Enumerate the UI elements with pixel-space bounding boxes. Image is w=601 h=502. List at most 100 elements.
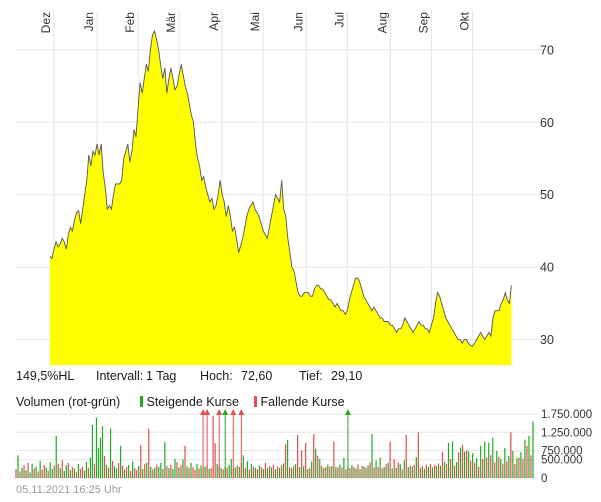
volume-overflow-arrow (222, 409, 229, 415)
price-y-axis: 30 40 50 60 70 (540, 43, 554, 347)
volume-bar (250, 463, 252, 478)
month-label: Mai (248, 12, 262, 31)
volume-bar (71, 467, 73, 478)
month-label: Okt (457, 11, 471, 30)
volume-bar (498, 456, 500, 478)
volume-bar (461, 445, 464, 478)
volume-bar (138, 465, 140, 478)
volume-bar (409, 465, 411, 478)
volume-bar (59, 468, 61, 478)
volume-bar (297, 434, 299, 478)
volume-bar (411, 466, 413, 478)
volume-bar (87, 468, 90, 478)
hl-ratio: 149,5%HL (16, 369, 75, 383)
volume-overflow-arrow (230, 409, 237, 415)
volume-bar (443, 461, 446, 478)
high-label: Hoch: (200, 369, 233, 383)
volume-bar (403, 460, 405, 478)
volume-bar (490, 455, 492, 478)
volume-bar (266, 468, 269, 478)
month-axis: Dez Jan Feb Mär Apr Mai Jun Jul Aug Sep Okt (39, 11, 471, 33)
volume-bar (363, 466, 365, 478)
volume-bar (466, 450, 468, 478)
volume-bar (369, 462, 371, 478)
volume-bar (291, 468, 293, 478)
volume-tick-label: 0 (541, 473, 547, 485)
volume-bar (383, 467, 385, 478)
volume-bar (154, 467, 156, 478)
legend-rising: Steigende Kurse (140, 395, 239, 409)
volume-bar (373, 467, 375, 478)
volume-bar (113, 466, 116, 478)
month-label: Jul (332, 12, 346, 27)
volume-bar (152, 469, 154, 478)
volume-bar (176, 462, 178, 478)
falling-label: Fallende Kurse (260, 395, 345, 409)
volume-tick-label: 500.000 (541, 455, 583, 467)
volume-bar (85, 461, 88, 478)
price-grid (15, 10, 554, 365)
volume-bar (437, 463, 440, 478)
volume-bar (168, 468, 170, 478)
volume-bar (472, 453, 474, 478)
volume-bar (323, 468, 325, 478)
volume-bar (278, 467, 281, 478)
volume-bar (526, 445, 528, 478)
volume-bar (150, 466, 152, 478)
volume-bar (385, 464, 387, 478)
volume-bar (293, 465, 295, 478)
volume-bar (520, 452, 522, 478)
volume-bar (317, 456, 319, 478)
volume-bar (190, 463, 192, 478)
volume-bar (319, 458, 321, 478)
volume-bar (494, 462, 496, 478)
volume-bar (506, 461, 508, 478)
volume-bar (51, 468, 53, 478)
volume-bar (55, 435, 57, 478)
volume-bar (351, 465, 353, 478)
volume-bar (355, 468, 357, 478)
high-value: 72,60 (241, 369, 273, 383)
volume-bar (226, 467, 228, 478)
volume-bar (268, 465, 271, 478)
price-tick-label: 40 (540, 261, 554, 275)
volume-bar (170, 464, 172, 478)
volume-bar (192, 467, 194, 478)
volume-bar (361, 465, 363, 478)
month-label: Aug (375, 12, 389, 33)
volume-bar (327, 464, 329, 478)
volume-bar (381, 468, 383, 478)
volume-bar (528, 435, 530, 478)
volume-bar (309, 467, 311, 478)
volume-bar (47, 470, 49, 478)
volume-bar (423, 468, 425, 478)
volume-bar (244, 468, 246, 478)
volume-bar (256, 469, 259, 478)
low-label: Tief: (299, 369, 323, 383)
volume-bar (478, 466, 480, 478)
volume-bar (345, 468, 347, 478)
volume-bar (516, 458, 518, 478)
volume-bar (325, 467, 327, 478)
volume-bar (282, 463, 285, 478)
volume-bar (313, 434, 315, 478)
volume-bar (210, 467, 212, 478)
volume-bar (496, 450, 498, 478)
volume-bar (415, 457, 417, 478)
volume-bar (399, 463, 401, 478)
volume-bar (331, 465, 333, 478)
volume-bar (439, 465, 442, 478)
timestamp: 05.11.2021 16:25 Uhr (16, 484, 122, 496)
volume-bar (81, 466, 83, 478)
volume-bar (530, 455, 532, 478)
volume-bar (476, 458, 478, 478)
volume-bar (270, 467, 273, 478)
volume-bar (421, 465, 423, 478)
volume-overflow-arrow (204, 409, 211, 415)
price-tick-label: 50 (540, 188, 554, 202)
volume-bar (379, 457, 381, 478)
volume-bar (484, 441, 486, 478)
volume-bar (391, 468, 393, 478)
volume-bar (514, 464, 516, 478)
